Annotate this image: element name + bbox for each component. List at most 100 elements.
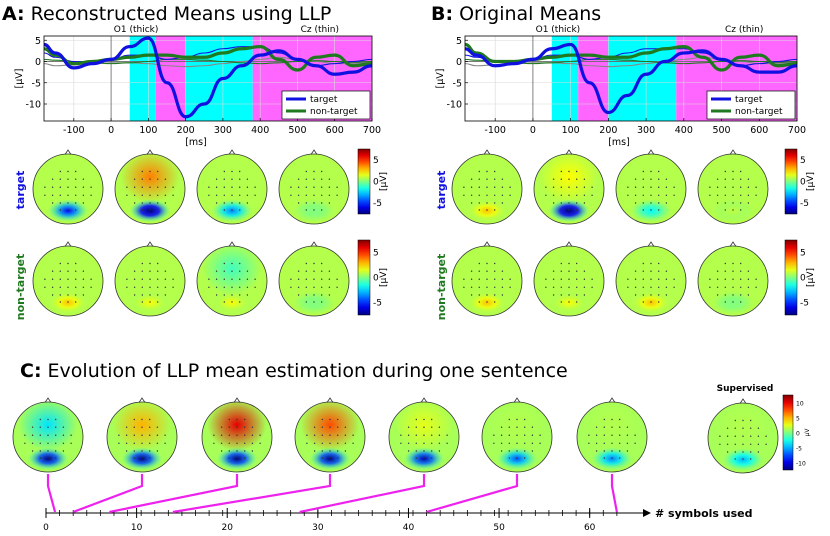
electrode-dot xyxy=(724,170,726,173)
electrode-dot xyxy=(220,426,223,428)
electrode-dot xyxy=(740,178,742,180)
electrode-dot xyxy=(750,443,752,445)
electrode-dot xyxy=(611,434,613,436)
electrode-dot xyxy=(337,457,339,459)
electrode-dot xyxy=(223,286,225,288)
legend-label-nontarget: non-target xyxy=(310,107,358,117)
y-tick-label: 5 xyxy=(35,36,41,47)
electrode-dot xyxy=(59,301,61,303)
electrode-dot xyxy=(568,301,570,303)
frontal-field xyxy=(207,402,267,451)
electrode-dot xyxy=(231,170,233,173)
electrode-dot xyxy=(149,434,151,436)
frontal-field xyxy=(112,402,172,451)
electrode-dot xyxy=(208,278,210,280)
electrode-dot xyxy=(486,170,488,173)
electrode-dot xyxy=(157,278,159,280)
electrode-dot xyxy=(149,301,151,303)
electrode-dot xyxy=(591,286,593,288)
electrode-dot xyxy=(141,294,143,296)
electrode-dot xyxy=(156,442,159,444)
scalp-nose xyxy=(310,241,318,247)
electrode-dot xyxy=(650,301,652,303)
panel-c-symbol-axis: 0 10 20 30 40 50 60 # symbols used xyxy=(43,474,753,533)
scalp-outline xyxy=(106,401,178,473)
scalp-outline xyxy=(615,245,687,317)
colorbar-tick-label: -5 xyxy=(800,199,809,209)
scalp-nose xyxy=(647,241,655,247)
electrode-dot xyxy=(297,202,300,204)
electrode-dot xyxy=(545,286,547,288)
electrode-dot xyxy=(576,209,578,211)
scalp-nose xyxy=(513,397,521,403)
scalp-outline xyxy=(201,401,273,473)
x-axis-label: [ms] xyxy=(608,137,630,148)
electrode-dot xyxy=(313,262,315,265)
electrode-dot xyxy=(595,450,598,452)
electrode-dot xyxy=(486,286,488,288)
electrode-dot xyxy=(494,170,496,173)
electrode-dot xyxy=(568,270,570,272)
electrode-dot xyxy=(508,418,510,421)
scalp-outline xyxy=(12,401,84,473)
electrode-dot xyxy=(524,418,526,421)
electrode-dot xyxy=(642,278,644,280)
electrode-dot xyxy=(603,418,605,421)
electrode-dot xyxy=(576,186,578,188)
scalp-a-nontarget-3 xyxy=(278,241,350,317)
electrode-dot xyxy=(246,186,249,188)
electrode-dot xyxy=(228,418,230,421)
electrode-dot xyxy=(328,278,331,280)
x-tick-label: -100 xyxy=(63,125,85,136)
y-tick-label: 5 xyxy=(456,36,462,47)
scalp-b-nontarget-2 xyxy=(615,241,687,317)
electrode-dot xyxy=(133,450,135,452)
electrode-dot xyxy=(709,194,711,196)
electrode-dot xyxy=(55,434,57,436)
electrode-dot xyxy=(313,278,315,280)
scalp-a-target-3 xyxy=(278,149,350,225)
electrode-dot xyxy=(67,262,69,265)
electrode-dot xyxy=(75,202,77,204)
electrode-dot xyxy=(231,294,233,296)
y-tick-label: 0 xyxy=(35,57,41,68)
electrode-dot xyxy=(75,170,77,173)
electrode-dot xyxy=(611,457,613,459)
electrode-dot xyxy=(239,186,241,188)
electrode-dot xyxy=(39,418,41,421)
electrode-dot xyxy=(611,426,613,428)
x-tick-label: 600 xyxy=(750,125,768,136)
electrode-dot xyxy=(642,194,644,196)
electrode-dot xyxy=(67,270,69,272)
electrode-dot xyxy=(306,434,308,436)
electrode-dot xyxy=(658,294,660,296)
electrode-dot xyxy=(126,278,128,280)
colorbar xyxy=(357,239,371,316)
electrode-dot xyxy=(133,418,135,421)
electrode-dot xyxy=(313,434,316,436)
electrode-dot xyxy=(321,286,323,288)
scalp-fields xyxy=(394,402,454,470)
electrode-dot xyxy=(62,450,65,452)
electrode-dot xyxy=(133,202,136,204)
electrode-dot xyxy=(90,186,92,188)
electrode-dot xyxy=(246,278,249,280)
row-label-target-a: target xyxy=(14,171,27,210)
shaded-interval-0 xyxy=(129,36,156,121)
electrode-dot xyxy=(576,178,578,180)
electrode-dot xyxy=(228,450,230,452)
electrode-dot xyxy=(244,442,246,444)
scalp-nose xyxy=(44,397,52,403)
electrode-dot xyxy=(133,434,135,436)
electrode-dot xyxy=(634,202,637,204)
electrode-dot xyxy=(724,294,726,296)
electrode-dot xyxy=(231,186,233,188)
electrode-dot xyxy=(516,457,518,459)
electrode-dot xyxy=(478,209,480,211)
occipital-field xyxy=(309,447,351,470)
scalp-b-target-3 xyxy=(697,149,769,225)
electrode-dot xyxy=(568,286,570,288)
electrode-dot xyxy=(627,186,629,188)
electrode-dot xyxy=(509,286,511,288)
electrode-dot xyxy=(583,278,586,280)
